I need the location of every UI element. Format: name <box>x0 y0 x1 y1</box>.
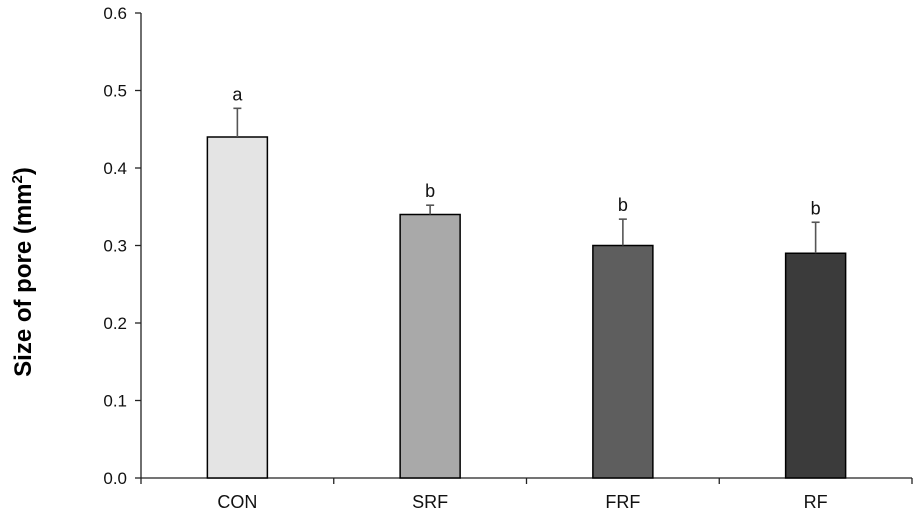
y-axis-title-superscript: 2 <box>9 175 26 183</box>
plot-area: 0.0 0.1 0.2 0.3 0.4 0.5 0.6 a CON b SRF b FRF b RF <box>103 4 913 512</box>
bar <box>399 213 461 479</box>
bar <box>206 136 269 479</box>
significance-label: a <box>232 84 243 104</box>
y-tick-label: 0.6 <box>103 4 127 23</box>
x-tick-label: RF <box>804 492 828 512</box>
significance-label: b <box>425 181 435 201</box>
y-tick-label: 0.2 <box>103 314 127 333</box>
y-axis-title-main: Size of pore (mm <box>10 183 37 376</box>
y-tick-label: 0.4 <box>103 159 127 178</box>
y-tick-label: 0.5 <box>103 82 127 101</box>
y-axis-title-close: ) <box>10 167 37 175</box>
x-tick-label: FRF <box>605 492 640 512</box>
bar <box>784 252 847 479</box>
x-tick-label: CON <box>217 492 257 512</box>
bar <box>592 244 654 479</box>
significance-label: b <box>811 198 821 218</box>
x-tick-label: SRF <box>412 492 448 512</box>
y-tick-label: 0.0 <box>103 469 127 488</box>
y-axis-title: Size of pore (mm2) <box>9 167 37 377</box>
y-tick-label: 0.1 <box>103 392 127 411</box>
y-tick-label: 0.3 <box>103 237 127 256</box>
significance-label: b <box>618 195 628 215</box>
